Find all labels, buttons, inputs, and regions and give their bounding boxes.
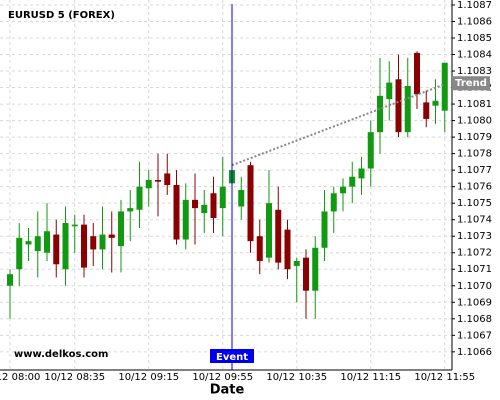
trend-line (231, 83, 446, 167)
candle-body (386, 82, 393, 100)
y-tick-label: 1.1081 (457, 99, 492, 110)
x-axis-title: Date (210, 383, 245, 398)
candle-body (293, 260, 300, 266)
y-tick-label: 1.1086 (457, 16, 492, 27)
x-tick-label: 10/12 08:00 (0, 372, 40, 383)
candle-body (340, 186, 346, 194)
candle-body (99, 234, 106, 250)
trend-label-box (452, 76, 490, 91)
candle-body (118, 211, 124, 247)
trend-label: Trend (455, 78, 487, 89)
candle-body (62, 222, 69, 270)
candle-body (256, 236, 263, 261)
candle-body (90, 236, 97, 250)
x-tick-label: 10/12 11:15 (340, 372, 401, 383)
candle-body (441, 62, 448, 111)
event-label: Event (216, 352, 248, 363)
y-tick-label: 1.1071 (457, 264, 492, 275)
y-tick-label: 1.1069 (457, 297, 492, 308)
candle-body (201, 204, 208, 214)
candle-body (423, 102, 430, 119)
candle-body (81, 224, 87, 268)
x-tick-label: 10/12 11:55 (414, 372, 475, 383)
candle-body (192, 199, 198, 209)
event-label-box (210, 349, 254, 363)
y-tick-label: 1.1075 (457, 198, 492, 209)
y-tick-label: 1.1080 (457, 116, 492, 127)
candle-body (71, 224, 78, 227)
candle-body (404, 85, 411, 133)
candle-body (155, 180, 161, 182)
candle-body (266, 203, 272, 258)
y-tick-label: 1.1077 (457, 165, 492, 176)
y-tick-label: 1.1076 (457, 182, 492, 193)
x-tick-label: 10/12 08:35 (44, 372, 105, 383)
y-tick-label: 1.1084 (457, 50, 492, 61)
y-tick-label: 1.1070 (457, 281, 492, 292)
candle-body (349, 176, 356, 187)
y-tick-label: 1.1072 (457, 248, 492, 259)
candle-body (210, 193, 217, 219)
candle-body (53, 234, 60, 265)
y-tick-label: 1.1085 (457, 33, 492, 44)
candle-body (367, 132, 374, 169)
candle-body (44, 231, 50, 253)
x-tick-label: 10/12 10:35 (266, 372, 327, 383)
y-tick-label: 1.1074 (457, 215, 492, 226)
chart-title: EURUSD 5 (FOREX) (8, 10, 115, 21)
candle-body (164, 173, 171, 185)
candle-body (238, 189, 245, 207)
y-tick-label: 1.1067 (457, 330, 492, 341)
candle-body (7, 274, 13, 286)
y-tick-label: 1.1087 (457, 0, 492, 11)
plot-area (0, 0, 452, 370)
y-tick-label: 1.1073 (457, 231, 492, 242)
watermark: www.delkos.com (14, 349, 108, 360)
x-tick-label: 10/12 09:15 (118, 372, 179, 383)
candle-body (414, 52, 420, 95)
y-tick-label: 1.1066 (457, 347, 492, 358)
y-tick-label: 1.1078 (457, 149, 492, 160)
candle-body (284, 229, 291, 270)
candle-body (219, 186, 226, 209)
candle-body (358, 168, 365, 179)
candle-body (330, 193, 337, 212)
candle-body (16, 237, 23, 270)
candle-body (395, 79, 402, 133)
candle-body (136, 186, 143, 210)
y-tick-label: 1.1068 (457, 314, 492, 325)
candle-body (127, 208, 134, 212)
y-tick-label: 1.1079 (457, 132, 492, 143)
x-tick-label: 10/12 09:55 (192, 372, 253, 383)
candle-body (247, 165, 254, 242)
candle-body (25, 241, 32, 245)
grid (0, 0, 452, 370)
candle-body (182, 199, 189, 240)
candle-body (145, 180, 152, 189)
candle-body (173, 185, 180, 240)
candle-body (312, 247, 319, 291)
candle-body (432, 100, 439, 106)
candle-body (275, 209, 282, 263)
candle-body (108, 234, 115, 238)
candle-body (321, 211, 328, 248)
candle-body (303, 257, 309, 291)
candle-body (377, 95, 383, 133)
y-tick-label: 1.1083 (457, 66, 492, 77)
candle-body (34, 236, 41, 252)
